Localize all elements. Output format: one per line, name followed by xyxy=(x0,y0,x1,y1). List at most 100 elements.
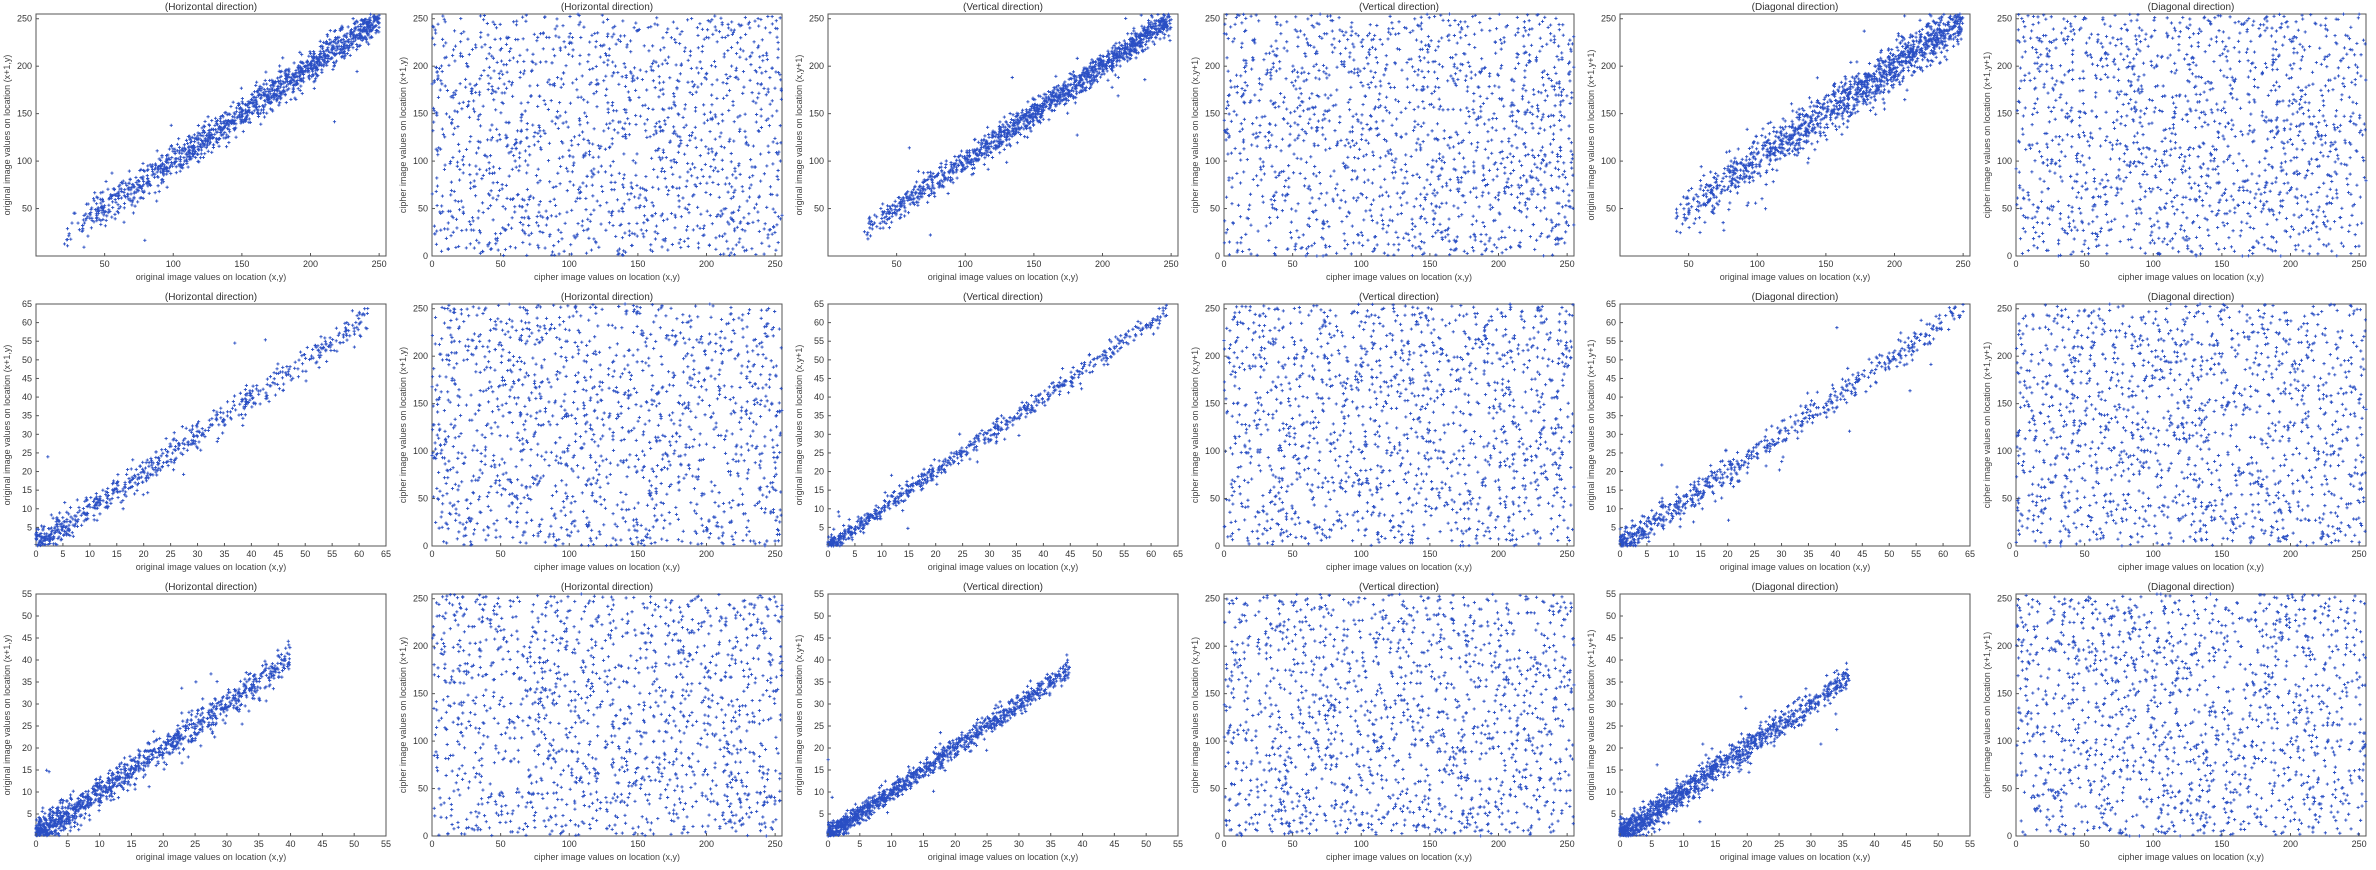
data-point xyxy=(944,162,948,167)
data-point xyxy=(946,191,950,196)
data-point xyxy=(1354,199,1359,203)
data-point xyxy=(992,146,996,150)
data-point xyxy=(143,169,147,173)
data-point xyxy=(674,63,678,67)
data-point xyxy=(723,232,727,236)
data-point xyxy=(190,139,194,143)
data-point xyxy=(1049,93,1053,97)
data-point xyxy=(717,30,722,34)
data-point xyxy=(654,129,658,133)
data-point xyxy=(1242,12,1246,16)
data-point xyxy=(476,146,481,150)
data-point xyxy=(492,69,496,73)
data-point xyxy=(521,240,525,245)
data-point xyxy=(251,104,255,108)
data-point xyxy=(224,110,228,115)
data-point xyxy=(468,140,472,144)
data-point xyxy=(715,214,719,219)
data-point xyxy=(1431,158,1435,162)
data-point xyxy=(574,77,578,81)
data-point xyxy=(890,214,894,218)
data-point xyxy=(175,142,180,146)
data-point xyxy=(334,48,338,52)
data-point xyxy=(629,185,633,189)
data-point xyxy=(1359,230,1363,235)
data-point xyxy=(262,94,266,98)
data-point xyxy=(634,122,638,127)
data-point xyxy=(117,206,121,211)
plot-title: (Vertical direction) xyxy=(963,2,1043,13)
data-point xyxy=(623,65,627,69)
data-point xyxy=(490,135,495,140)
data-point xyxy=(1421,207,1425,211)
data-point xyxy=(101,190,105,194)
data-point xyxy=(738,237,742,241)
data-point xyxy=(1451,145,1456,149)
data-point xyxy=(515,129,520,133)
data-point xyxy=(673,38,677,42)
data-point xyxy=(1307,71,1311,76)
data-point xyxy=(450,118,454,122)
data-point xyxy=(1278,60,1282,64)
data-point xyxy=(938,166,942,170)
data-point xyxy=(353,35,358,40)
data-point xyxy=(598,146,602,151)
data-point xyxy=(497,72,501,76)
data-point xyxy=(734,176,738,180)
data-point xyxy=(1465,106,1469,110)
data-point xyxy=(165,185,169,189)
data-point xyxy=(748,26,752,30)
data-point xyxy=(478,112,482,117)
data-point xyxy=(1452,33,1457,38)
data-point xyxy=(113,193,118,197)
data-point xyxy=(1314,174,1318,178)
data-point xyxy=(147,191,151,195)
data-point xyxy=(451,155,455,160)
data-point xyxy=(734,68,738,73)
data-point xyxy=(572,135,577,139)
data-point xyxy=(694,105,698,110)
data-point xyxy=(686,18,690,22)
data-point xyxy=(1454,83,1458,88)
data-point xyxy=(174,171,178,175)
y-tick-label: 250 xyxy=(809,14,824,24)
data-point xyxy=(997,139,1001,144)
data-point xyxy=(322,40,326,44)
data-point xyxy=(702,112,706,116)
data-point xyxy=(1566,42,1571,46)
data-point xyxy=(440,204,444,208)
data-point xyxy=(918,184,922,188)
data-point xyxy=(561,82,566,86)
data-point xyxy=(182,149,186,153)
data-point xyxy=(1285,20,1289,24)
data-point xyxy=(684,184,688,189)
data-point xyxy=(743,15,747,20)
data-point xyxy=(678,32,682,36)
data-point xyxy=(1547,234,1551,238)
data-point xyxy=(610,142,614,146)
data-point xyxy=(357,44,361,48)
data-point xyxy=(519,101,523,105)
data-point xyxy=(470,47,475,52)
data-point xyxy=(610,74,614,78)
data-point xyxy=(916,203,920,207)
data-point xyxy=(982,137,986,142)
data-point xyxy=(326,56,330,61)
data-point xyxy=(500,183,504,187)
data-point xyxy=(1370,45,1375,49)
data-point xyxy=(1479,239,1483,244)
data-point xyxy=(724,206,728,211)
data-point xyxy=(433,28,437,32)
data-point xyxy=(741,69,746,74)
data-point xyxy=(331,67,335,72)
data-point xyxy=(1164,17,1168,21)
data-point xyxy=(582,25,586,29)
data-point xyxy=(654,60,658,64)
x-tick-label: 200 xyxy=(303,259,318,269)
data-point xyxy=(495,60,499,65)
data-point xyxy=(1520,127,1524,131)
data-point xyxy=(522,198,526,202)
data-point xyxy=(1078,76,1082,80)
data-point xyxy=(1251,122,1255,126)
data-point xyxy=(517,169,521,173)
